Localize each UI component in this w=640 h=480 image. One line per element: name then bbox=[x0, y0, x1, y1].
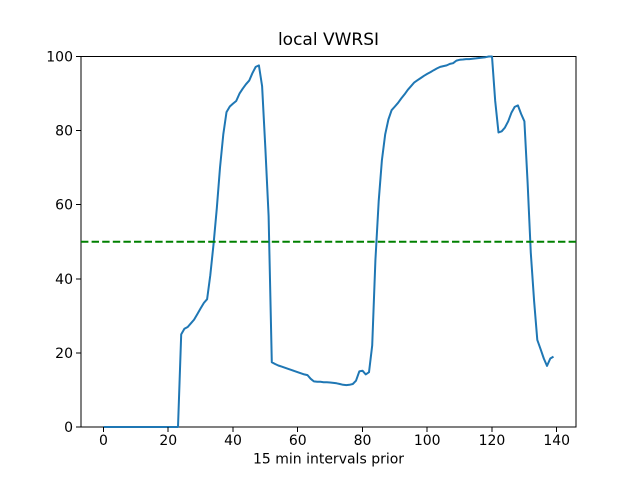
x-tick-label: 40 bbox=[224, 433, 242, 449]
series-group bbox=[103, 55, 555, 428]
y-tick-label: 20 bbox=[55, 346, 73, 362]
y-tick-label: 40 bbox=[55, 272, 73, 288]
x-tick-label: 100 bbox=[414, 433, 441, 449]
y-tick-label: 0 bbox=[64, 420, 73, 436]
chart-title: local VWRSI bbox=[278, 30, 379, 50]
y-tick-label: 80 bbox=[55, 124, 73, 140]
x-axis-label: 15 min intervals prior bbox=[253, 452, 404, 468]
x-tick-label: 80 bbox=[354, 433, 372, 449]
x-tick-label: 0 bbox=[99, 433, 108, 449]
x-tick-label: 120 bbox=[479, 433, 506, 449]
vwrsi-line-series bbox=[103, 55, 555, 428]
y-tick-label: 60 bbox=[55, 198, 73, 214]
x-tick-label: 140 bbox=[543, 433, 570, 449]
y-axis: 0 20 40 60 80 100 bbox=[46, 50, 81, 436]
x-tick-label: 20 bbox=[159, 433, 177, 449]
x-axis: 0 20 40 60 80 100 120 140 bbox=[99, 427, 570, 449]
x-tick-label: 60 bbox=[289, 433, 307, 449]
y-tick-label: 100 bbox=[46, 50, 73, 66]
